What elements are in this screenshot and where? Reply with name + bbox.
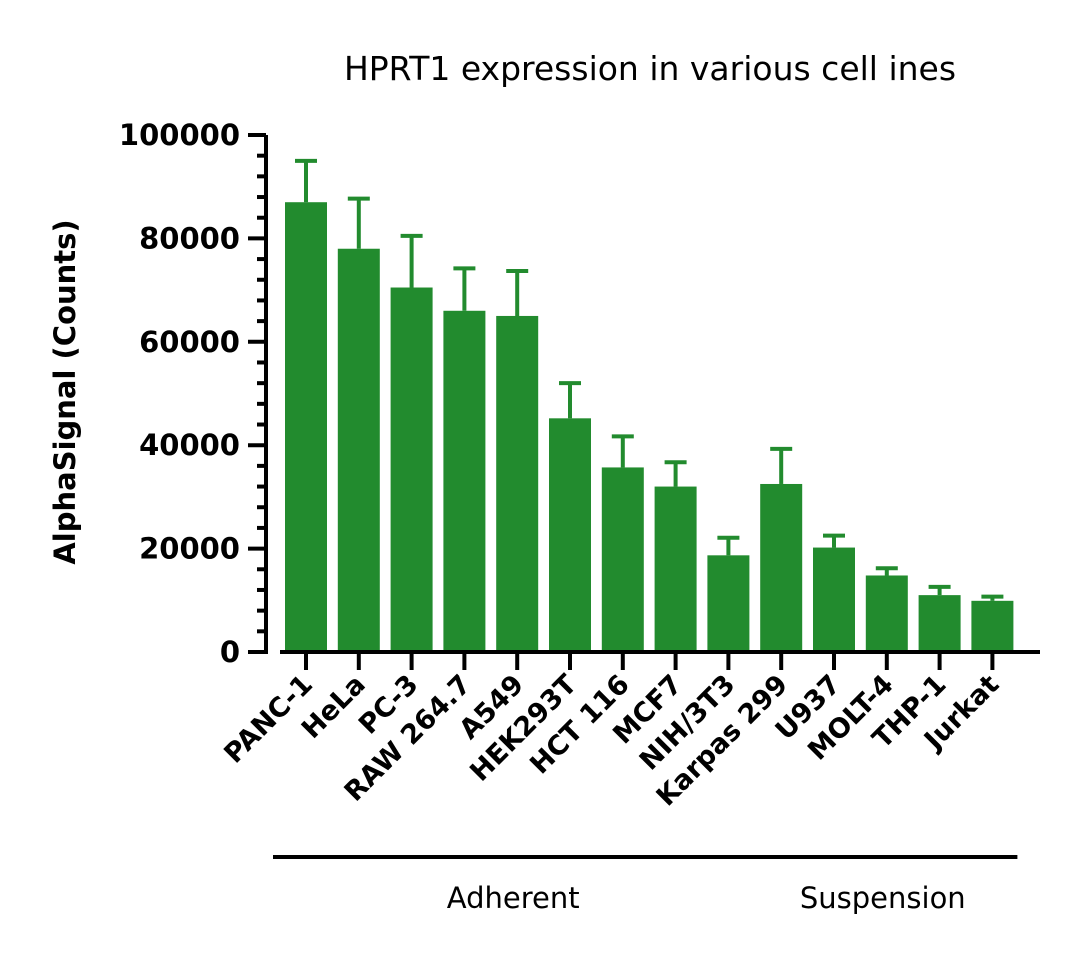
bar-hek293t: [549, 418, 591, 652]
error-bar-hek293t: [559, 381, 581, 419]
bar-hela: [337, 248, 380, 653]
axes-layer: [264, 135, 1040, 654]
error-bar-raw-264-7: [453, 266, 476, 311]
bar-mcf7: [654, 486, 697, 652]
bar-pc-3: [390, 287, 433, 652]
group-suspension: Suspension: [748, 855, 1018, 915]
error-bar-mcf7: [664, 460, 687, 487]
bar-raw-264-7: [443, 310, 486, 652]
bar-u937: [813, 547, 855, 652]
error-bar-nih-3t3: [717, 535, 740, 556]
error-bar-hct-116: [611, 434, 634, 468]
bar-jurkat: [971, 600, 1014, 652]
bar-thp-1: [918, 595, 961, 652]
y-tick-label: 100000: [119, 118, 240, 152]
y-tick-label: 0: [220, 635, 240, 669]
group-label: Adherent: [447, 881, 580, 915]
bars-layer: [285, 202, 1014, 653]
error-bar-karpas-299: [770, 446, 793, 484]
y-tick-label: 40000: [139, 428, 240, 462]
error-bar-jurkat: [981, 594, 1004, 601]
group-annotations-layer: Adherent Suspension: [273, 855, 1018, 915]
y-tick-label: 60000: [139, 325, 240, 359]
error-bar-pc-3: [400, 233, 423, 288]
bar-a549: [496, 315, 539, 652]
error-bar-molt-4: [875, 566, 898, 576]
y-ticks-layer: 0 20000 40000 60000 80000 100000: [119, 118, 266, 669]
y-tick-label: 80000: [139, 221, 240, 255]
error-bar-hela: [347, 196, 370, 249]
error-bar-u937: [823, 533, 845, 548]
bar-karpas-299: [760, 483, 803, 652]
error-bar-a549: [506, 268, 529, 316]
bar-panc-1: [285, 202, 327, 652]
error-bar-thp-1: [928, 584, 951, 596]
chart-title: HPRT1 expression in various cell ines: [344, 49, 956, 88]
group-adherent: Adherent: [273, 855, 754, 915]
y-tick-label: 20000: [139, 532, 240, 566]
bar-nih-3t3: [707, 555, 750, 652]
error-bar-panc-1: [295, 158, 317, 203]
bar-molt-4: [865, 575, 908, 652]
group-label: Suspension: [800, 881, 966, 915]
y-axis-label: AlphaSignal (Counts): [48, 219, 82, 564]
bar-hct-116: [601, 467, 644, 652]
error-bars-layer: [295, 158, 1004, 601]
